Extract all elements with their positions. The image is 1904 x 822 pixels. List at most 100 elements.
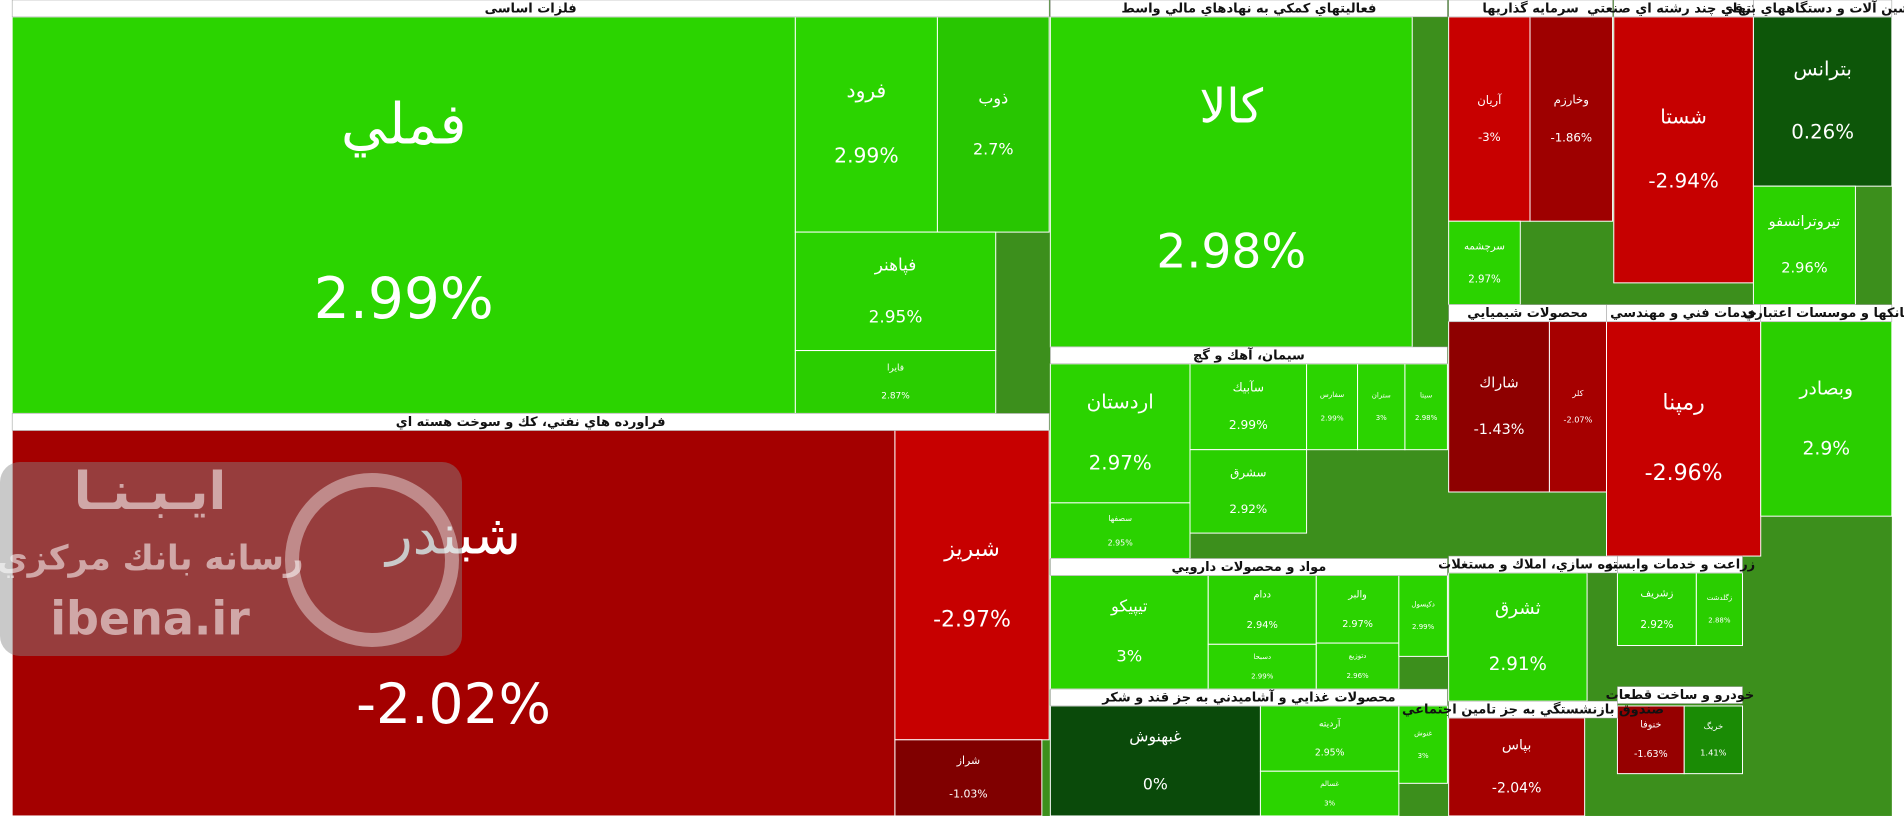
sector-header [1448,700,1618,719]
sector-header [1050,688,1448,707]
tile [894,429,1050,741]
tile-value: 2.91% [1489,654,1547,675]
tile-value: -1.86% [1550,130,1592,144]
tile-label: والبر [1347,589,1367,600]
sector-header [11,0,1050,18]
tile [1207,643,1317,690]
tile-value: 2.96% [1781,260,1827,277]
tile [1613,16,1754,284]
tile-label: دسبحا [1253,653,1271,661]
tile-value: -1.43% [1474,422,1525,438]
sector-title: فلزات اساسی [485,2,577,17]
tile-value: 3% [1418,752,1429,760]
tile [1448,16,1531,222]
tile-label: فايرا [887,364,904,374]
tile [1398,574,1448,657]
tile-label: غبهنوش [1129,726,1181,746]
tile-label: تيپيكو [1110,597,1148,617]
tile-label: سشرق [1230,466,1266,481]
tile-value: -2.07% [1564,414,1593,424]
tile [1448,717,1586,817]
tile-value: 2.7% [973,140,1014,159]
tile [1049,16,1413,348]
tile-value: 2.99% [1251,673,1274,681]
tile-value: -3% [1478,130,1501,144]
watermark: ايـبـنـا رسانه بانك مركزي ibena.ir [0,462,462,656]
tile [1306,363,1359,451]
tile-value: -2.96% [1645,461,1723,486]
tile-value: 2.95% [1108,538,1134,547]
sector-title: صندوق بازنشستگي به جز تامين اجتماعي [1402,702,1664,718]
watermark-logo [285,473,459,647]
tile-label: سفارس [1320,390,1344,399]
tile [894,739,1043,817]
tile-label: وخارزم [1554,93,1589,108]
tile-label: ستران [1372,392,1391,400]
tile [1695,572,1744,647]
tile-label: شاراك [1479,376,1518,392]
watermark-title: ايـبـنـا [74,462,227,522]
sector-title: خودرو و ساخت قطعات [1606,688,1755,703]
tile-value: -2.94% [1648,168,1719,192]
tile [1189,449,1308,534]
tile-value: 3% [1324,799,1335,807]
sector-header [1760,304,1893,322]
tile [1529,16,1614,222]
tile [1404,363,1448,451]
tile-value: 2.99% [1412,623,1435,631]
tile-value: 2.98% [1415,414,1438,422]
tile-label: شبندر [383,502,521,566]
tile-value: 2.99% [1229,418,1268,432]
tile-value: 2.9% [1803,438,1851,459]
tile-value: 2.97% [1468,274,1501,285]
tile [794,16,938,233]
sector-title: سيمان، آهك و گچ [1193,346,1305,363]
tile-label: بپاس [1502,737,1531,753]
tile-value: 0% [1143,775,1168,794]
sector-title: محصولات غذايي و آشاميدني به جز قند و شكر [1101,689,1395,706]
tile [1616,572,1697,647]
tile [1049,574,1209,690]
sector-header [1050,0,1448,18]
sector-title: ماشين آلات و دستگاههاي برقي [1721,0,1904,17]
tile [1259,705,1400,772]
tile [1752,16,1893,187]
tile-label: زشريف [1640,587,1673,599]
tile-value: 3% [1116,647,1142,666]
tile-value: 2.96% [1346,672,1369,680]
tile-label: دتوزيع [1349,652,1367,660]
tile [11,16,796,414]
tile-label: ثشرق [1495,598,1541,619]
tile-label: خنوفا [1640,719,1661,730]
tile-label: وبصادر [1799,378,1854,399]
tile [936,16,1050,233]
tile [1207,574,1317,645]
tile-label: ددام [1253,590,1271,601]
tile [1049,363,1191,504]
tile-label: زگلدشت [1707,593,1732,602]
tile-label: دكپسول [1411,601,1435,609]
sector-header [1050,558,1448,576]
tile-label: سيتا [1420,392,1432,400]
sector-header [1050,346,1448,365]
tile-label: سرچشمه [1464,242,1505,253]
tile-label: فرود [847,79,887,103]
tile [794,231,997,352]
sector-title: شركتهاي چند رشته اي صنعتي [1587,2,1780,17]
tile [1752,185,1856,306]
tile-label: شستا [1660,104,1707,128]
sector-header [1617,686,1743,704]
tile-value: 2.92% [1640,619,1673,631]
tile-value: -1.03% [949,788,987,801]
tile-value: 2.99% [834,143,898,167]
tile-label: رمپنا [1662,391,1704,416]
tile [1049,502,1191,559]
tile-label: فپاهنر [874,254,917,275]
tile [1683,705,1743,775]
tile-value: 2.94% [1247,620,1278,631]
sector-title: سرمايه گذاريها [1482,1,1578,17]
watermark-subtitle: رسانه بانك مركزي [0,539,304,579]
tile-value: 2.87% [881,391,910,401]
